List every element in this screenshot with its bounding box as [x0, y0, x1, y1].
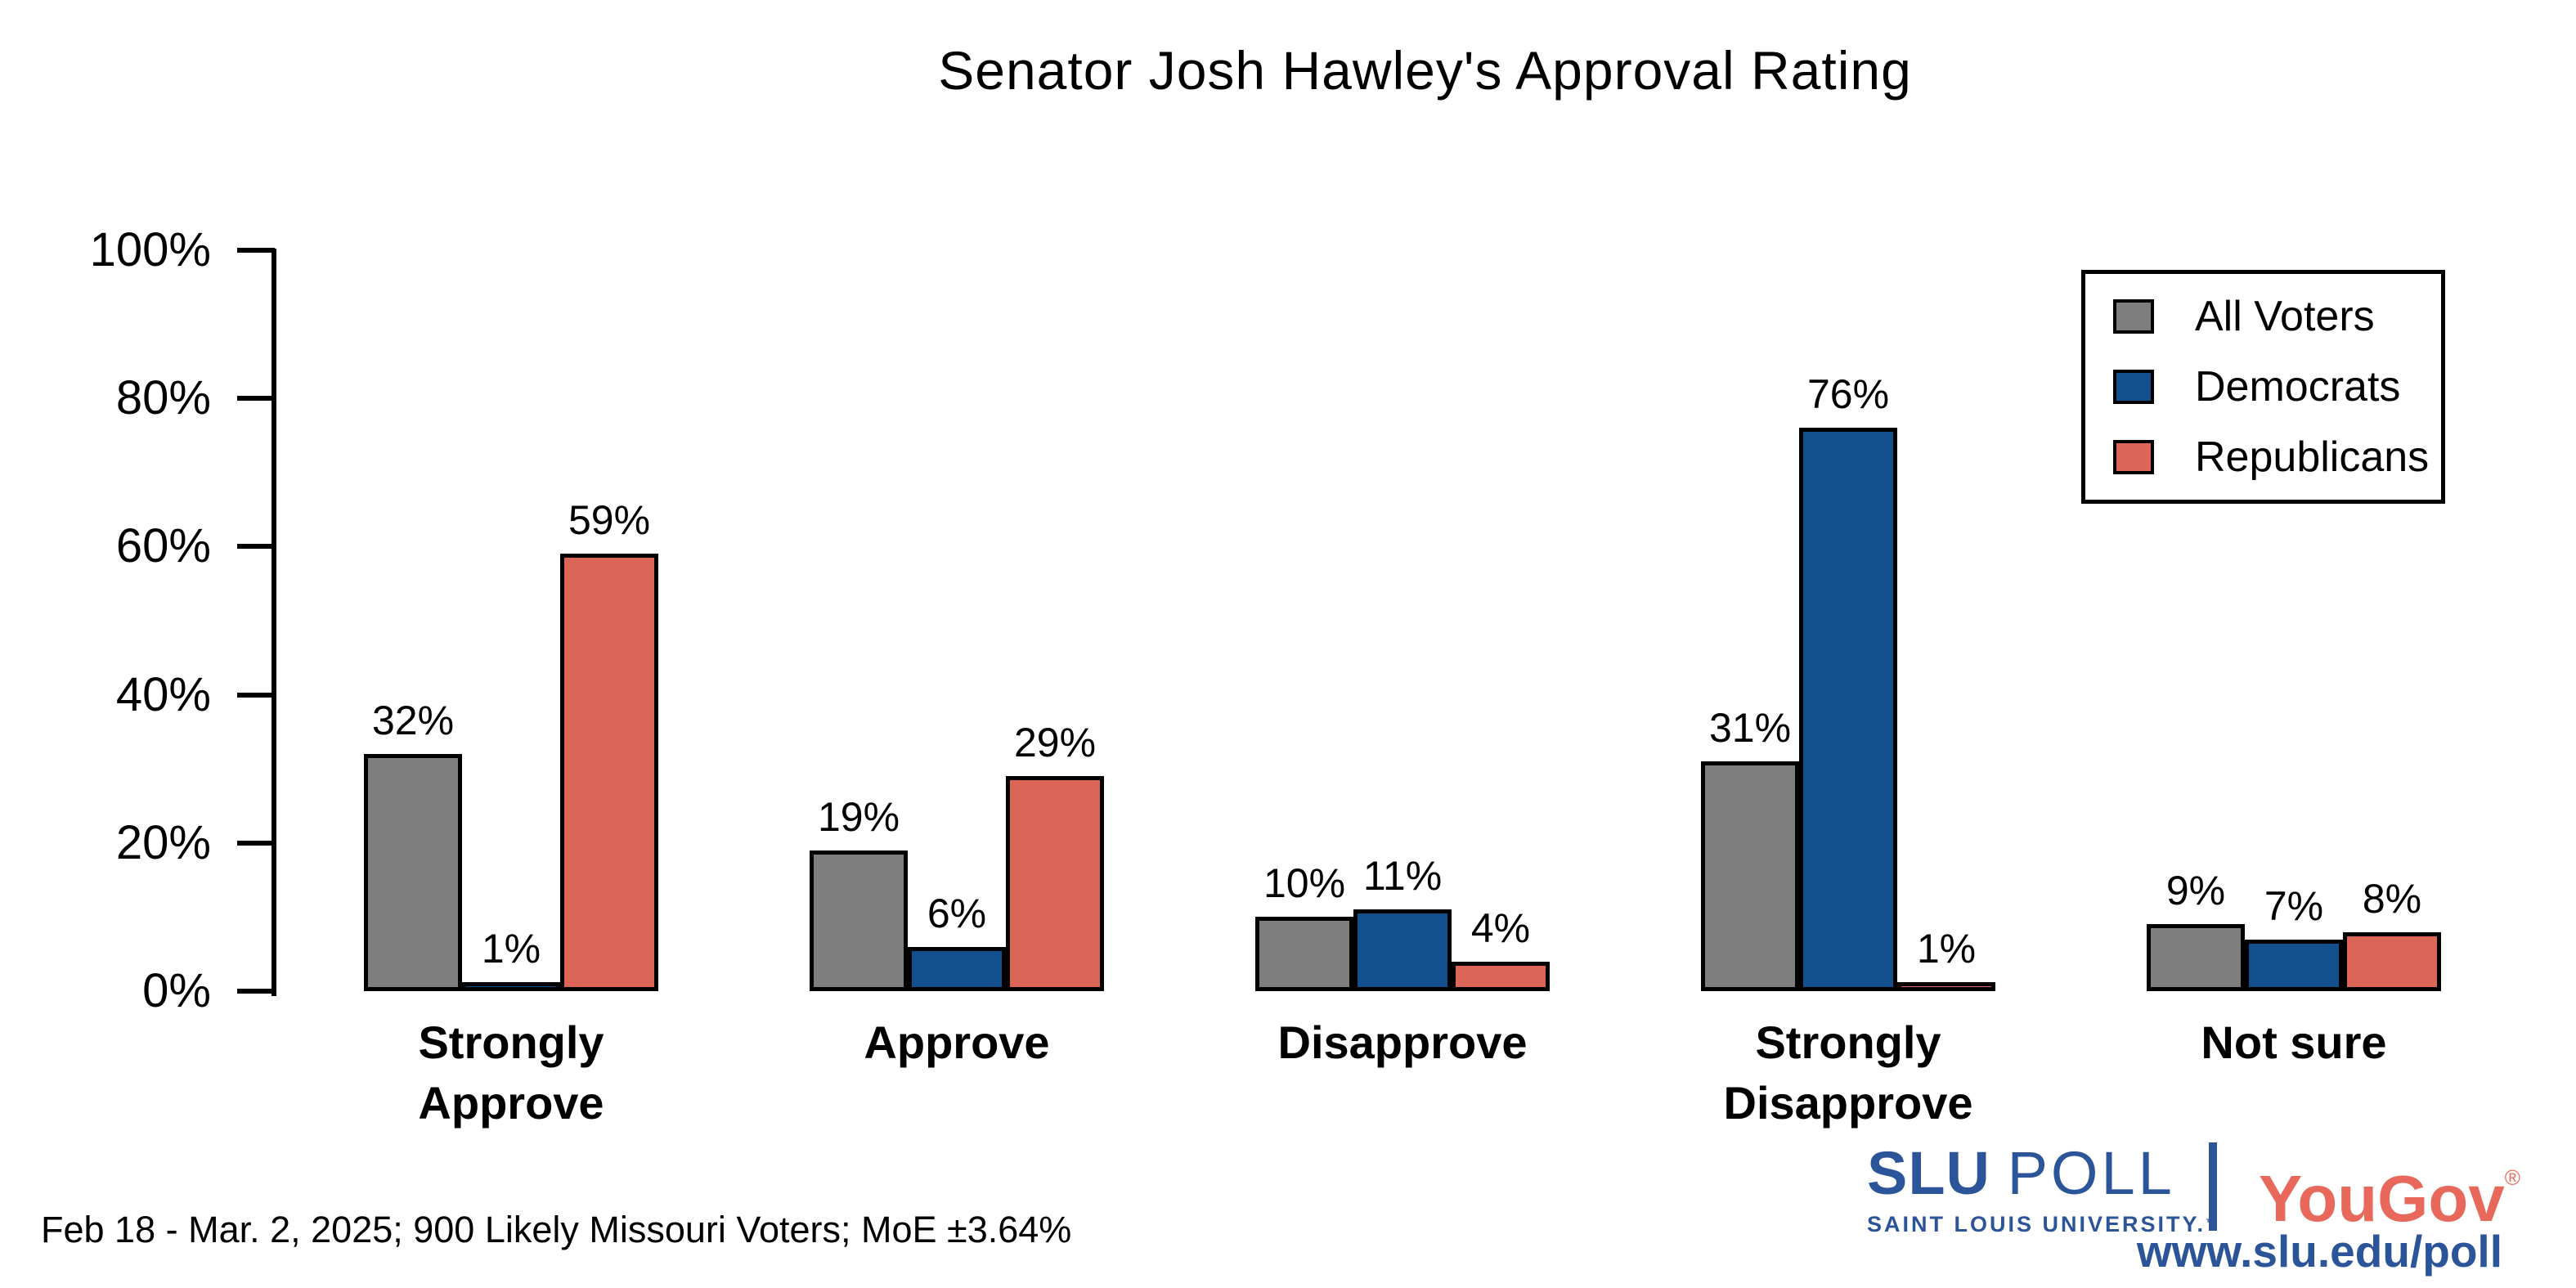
bar-value-label: 19%: [817, 794, 900, 840]
bar-group: 10% 11% 4%: [1255, 852, 1550, 991]
legend-label: Democrats: [2195, 363, 2401, 411]
bar-value-label: 11%: [1362, 853, 1443, 899]
bar-unit: 1%: [462, 925, 560, 991]
legend: All Voters Democrats Republicans: [2081, 270, 2445, 504]
y-axis-tick: [237, 989, 275, 994]
bar-unit: 59%: [560, 496, 658, 991]
category-label: Strongly Approve: [418, 1016, 604, 1129]
bar-value-label: 32%: [371, 698, 455, 743]
plot-area: 32% 1% 59% 19% 6% 29% 10% 11% 4% 31% 76% 1% 9% 7% 8%: [274, 250, 2576, 991]
yougov-logo: YouGov®: [2259, 1145, 2520, 1232]
legend-label: Republicans: [2195, 433, 2430, 481]
y-axis-line: [272, 249, 276, 996]
bar-all-voters: [1255, 917, 1353, 991]
y-axis-tick-label: 40%: [115, 667, 211, 721]
legend-rows: All Voters Democrats Republicans: [2113, 292, 2441, 482]
bar-republicans: [2343, 932, 2441, 991]
bar-republicans: [1452, 962, 1550, 991]
bar-unit: 9%: [2147, 867, 2245, 991]
bar-value-label: 9%: [2165, 868, 2226, 913]
bar-group: 31% 76% 1%: [1701, 370, 1995, 991]
y-axis-tick-label: 20%: [115, 815, 211, 869]
legend-swatch-all-voters: [2113, 299, 2154, 334]
bar-unit: 31%: [1701, 704, 1799, 991]
slu-wordmark-light: POLL: [2007, 1139, 2175, 1207]
bar-value-label: 4%: [1470, 905, 1531, 951]
bar-unit: 76%: [1799, 370, 1897, 991]
bar-unit: 7%: [2245, 882, 2343, 991]
logo-divider: [2209, 1142, 2217, 1231]
bar-democrats: [2245, 940, 2343, 991]
source-note: Feb 18 - Mar. 2, 2025; 900 Likely Missou…: [41, 1209, 1072, 1250]
bar-unit: 19%: [810, 793, 908, 991]
y-axis-tick-label: 0%: [142, 964, 211, 1017]
yougov-registered-symbol: ®: [2504, 1165, 2520, 1190]
bar-unit: 8%: [2343, 875, 2441, 991]
bar-group: 32% 1% 59%: [364, 496, 658, 991]
y-axis-tick: [237, 692, 275, 698]
bar-value-label: 76%: [1806, 371, 1890, 417]
bar-democrats: [462, 982, 560, 991]
category-label: Approve: [864, 1016, 1050, 1068]
y-axis-tick-label: 80%: [115, 371, 211, 425]
bar-value-label: 1%: [481, 926, 541, 972]
bar-unit: 32%: [364, 697, 462, 991]
legend-swatch-republicans: [2113, 440, 2154, 474]
bar-unit: 11%: [1353, 852, 1452, 991]
bar-democrats: [908, 947, 1006, 991]
yougov-wordmark-text: YouGov: [2259, 1162, 2505, 1235]
slu-subtitle: SAINT LOUIS UNIVERSITY.™: [1867, 1212, 2217, 1237]
y-axis-tick: [237, 840, 275, 846]
bar-republicans: [560, 554, 658, 991]
bar-value-label: 10%: [1263, 860, 1346, 906]
y-axis-tick: [237, 248, 275, 253]
y-axis-tick-label: 60%: [115, 519, 211, 573]
slu-poll-wordmark: SLU POLL: [1867, 1143, 2172, 1204]
bar-unit: 4%: [1452, 904, 1550, 991]
bar-value-label: 8%: [2362, 876, 2422, 922]
bar-democrats: [1799, 428, 1897, 991]
chart-title: Senator Josh Hawley's Approval Rating: [938, 40, 1912, 101]
y-axis-tick: [237, 396, 275, 402]
bar-democrats: [1353, 909, 1452, 991]
slu-wordmark-bold: SLU: [1867, 1139, 1990, 1207]
legend-swatch-democrats: [2113, 370, 2154, 404]
legend-label: All Voters: [2195, 293, 2375, 340]
bar-value-label: 31%: [1708, 705, 1792, 751]
bar-republicans: [1006, 776, 1104, 991]
bar-group: 19% 6% 29%: [810, 719, 1104, 991]
bar-unit: 6%: [908, 890, 1006, 991]
bar-republicans: [1897, 982, 1995, 991]
bar-value-label: 29%: [1013, 720, 1097, 765]
y-axis-tick: [237, 544, 275, 550]
bar-unit: 10%: [1255, 859, 1353, 991]
bar-value-label: 59%: [568, 497, 651, 543]
y-axis-tick-label: 100%: [89, 223, 211, 276]
bar-all-voters: [1701, 761, 1799, 991]
bar-value-label: 7%: [2264, 883, 2324, 929]
category-label: Strongly Disapprove: [1723, 1016, 1973, 1129]
legend-item: Republicans: [2113, 433, 2441, 482]
bar-value-label: 6%: [927, 891, 987, 936]
slu-poll-url: www.slu.edu/poll: [2136, 1226, 2502, 1277]
bar-all-voters: [2147, 924, 2245, 991]
legend-item: All Voters: [2113, 292, 2441, 341]
bar-unit: 29%: [1006, 719, 1104, 991]
bar-value-label: 1%: [1916, 926, 1977, 972]
slu-subtitle-text: SAINT LOUIS UNIVERSITY.: [1867, 1212, 2206, 1236]
slu-poll-logo: SLU POLL SAINT LOUIS UNIVERSITY.™: [1867, 1143, 2217, 1237]
legend-item: Democrats: [2113, 362, 2441, 411]
bar-all-voters: [810, 850, 908, 991]
bar-group: 9% 7% 8%: [2147, 867, 2441, 991]
bar-unit: 1%: [1897, 925, 1995, 991]
category-label: Disapprove: [1277, 1016, 1528, 1068]
category-label: Not sure: [2201, 1016, 2387, 1068]
bar-all-voters: [364, 754, 462, 991]
